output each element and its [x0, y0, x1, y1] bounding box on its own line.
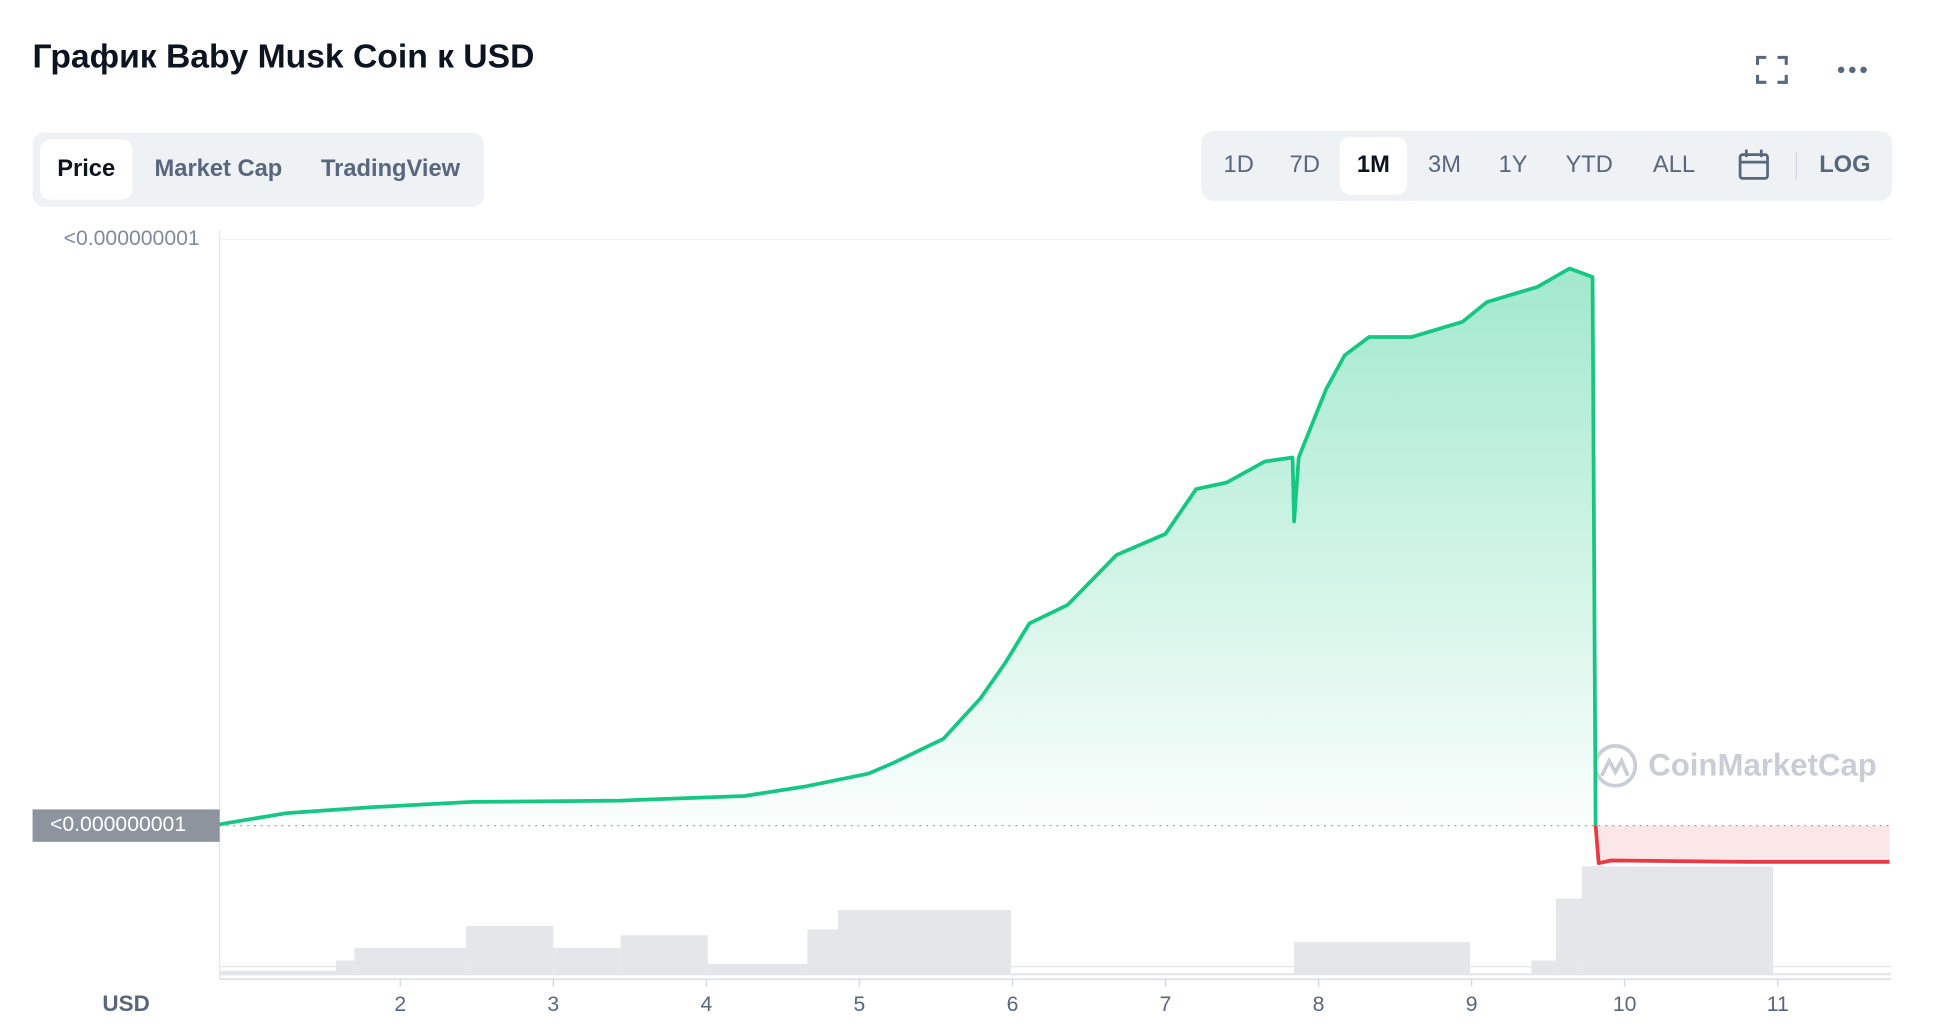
- range-button[interactable]: ALL: [1653, 152, 1695, 178]
- watermark: CoinMarketCap: [1648, 747, 1877, 782]
- area: [1595, 825, 1890, 864]
- volume-bar: [335, 960, 355, 976]
- x-tick-label: 6: [1007, 993, 1019, 1016]
- range-button[interactable]: 1Y: [1499, 152, 1528, 178]
- range-button[interactable]: YTD: [1565, 152, 1612, 178]
- y-tick-label: <0.000000001: [50, 813, 186, 836]
- x-tick-label: 4: [700, 993, 712, 1016]
- volume-bar: [1470, 973, 1532, 976]
- currency-label: USD: [102, 991, 149, 1016]
- range-button[interactable]: 1D: [1224, 152, 1254, 178]
- volume-bar: [553, 947, 621, 976]
- volume-bar: [807, 929, 838, 976]
- range-active-bg: [1339, 137, 1408, 195]
- volume-bar: [707, 963, 808, 976]
- more-icon[interactable]: [1837, 66, 1867, 74]
- x-tick-label: 11: [1767, 993, 1789, 1016]
- volume-bar: [1294, 942, 1471, 976]
- volume-bar: [354, 947, 467, 976]
- area: [219, 268, 1596, 826]
- volume-bar: [1581, 866, 1774, 976]
- x-tick-label: 9: [1466, 993, 1478, 1016]
- log-button[interactable]: LOG: [1819, 152, 1870, 178]
- volume-bar: [1531, 960, 1556, 976]
- tab[interactable]: TradingView: [321, 156, 461, 182]
- page-title: График Baby Musk Coin к USD: [33, 39, 535, 76]
- volume-bar: [1555, 898, 1582, 976]
- volume-bar: [620, 935, 708, 976]
- tab[interactable]: Market Cap: [155, 156, 283, 182]
- volume-bar: [1010, 973, 1295, 976]
- tab[interactable]: Price: [57, 156, 115, 182]
- y-tick-label: <0.000000001: [64, 227, 200, 250]
- price-label-bg: [32, 809, 220, 842]
- x-tick-label: 3: [547, 993, 559, 1016]
- calendar-icon[interactable]: [1738, 149, 1769, 180]
- tab-active-bg: [40, 139, 133, 200]
- price-line-series: [1593, 825, 1890, 866]
- x-tick-label: 10: [1613, 993, 1637, 1016]
- fullscreen-icon[interactable]: [1755, 55, 1788, 84]
- x-tick-label: 5: [854, 993, 866, 1016]
- volume-bar: [1773, 973, 1892, 976]
- x-tick-label: 7: [1160, 993, 1172, 1016]
- watermark-logo: [1593, 744, 1638, 788]
- volume-bar: [466, 926, 554, 976]
- x-tick-label: 2: [394, 993, 406, 1016]
- range-button[interactable]: 7D: [1290, 152, 1320, 178]
- tab-bar: [32, 132, 485, 208]
- volume-bar: [837, 909, 1011, 976]
- volume-bar: [219, 970, 336, 976]
- range-button[interactable]: 3M: [1428, 152, 1461, 178]
- x-tick-label: 8: [1313, 993, 1325, 1016]
- range-button[interactable]: 1M: [1357, 152, 1390, 178]
- price-line-series: [219, 266, 1598, 827]
